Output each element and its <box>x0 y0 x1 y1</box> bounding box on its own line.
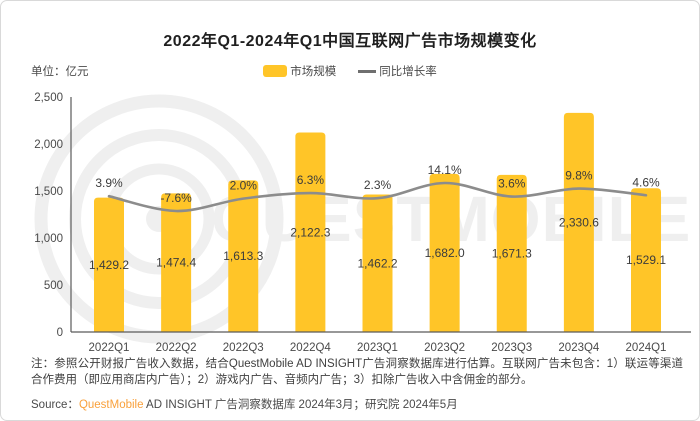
bar-2022Q1 <box>94 197 124 332</box>
bar-value-label-2022Q2: 1,474.4 <box>156 256 196 270</box>
bar-value-label-2023Q1: 1,462.2 <box>357 256 397 270</box>
y-tick-label-500: 500 <box>44 280 63 292</box>
x-tick-label-2022Q3: 2022Q3 <box>223 342 264 354</box>
bar-value-label-2022Q3: 1,613.3 <box>223 249 263 263</box>
legend-label-market-size: 市场规模 <box>290 66 337 78</box>
x-tick-label-2023Q1: 2023Q1 <box>357 342 398 354</box>
bar-2022Q2 <box>161 193 192 332</box>
growth-label-2022Q1: 3.9% <box>95 176 123 190</box>
bar-2023Q4 <box>563 112 594 332</box>
growth-label-2022Q2: -7.6% <box>160 191 192 205</box>
growth-label-2023Q2: 14.1% <box>428 163 462 177</box>
legend-item-market-size: 市场规模 <box>263 63 336 79</box>
growth-label-2022Q4: 6.3% <box>297 173 325 187</box>
y-tick-label-1,500: 1,500 <box>34 186 63 198</box>
bar-2022Q4 <box>295 132 326 332</box>
source-line: Source：QuestMobile AD INSIGHT 广告洞察数据库 20… <box>31 396 458 412</box>
bar-swatch-icon <box>263 65 288 77</box>
bar-value-label-2023Q2: 1,682.0 <box>425 246 465 260</box>
source-rest: AD INSIGHT 广告洞察数据库 2024年3月；研究院 2024年5月 <box>143 399 458 411</box>
y-tick-label-2,000: 2,000 <box>34 139 63 151</box>
line-swatch-icon <box>358 69 377 73</box>
bar-value-label-2023Q4: 2,330.6 <box>559 215 599 229</box>
x-tick-label-2022Q4: 2022Q4 <box>290 342 332 354</box>
x-tick-label-2023Q2: 2023Q2 <box>424 342 465 354</box>
footnote: 注：参照公开财报广告收入数据，结合QuestMobile AD INSIGHT广… <box>31 358 683 386</box>
y-tick-label-2,500: 2,500 <box>34 92 63 104</box>
growth-label-2023Q1: 2.3% <box>364 178 392 192</box>
unit-label: 单位：亿元 <box>31 66 89 78</box>
growth-rate-line <box>107 181 648 213</box>
bar-value-label-2024Q1: 1,529.1 <box>626 253 666 267</box>
growth-label-2022Q3: 2.0% <box>230 179 258 193</box>
bar-value-label-2022Q1: 1,429.2 <box>89 258 129 272</box>
bar-2024Q1 <box>631 188 661 332</box>
bar-2022Q3 <box>228 180 259 332</box>
growth-label-2024Q1: 4.6% <box>632 175 660 189</box>
growth-label-2023Q3: 3.6% <box>498 177 526 191</box>
bar-2023Q2 <box>429 173 460 332</box>
bar-2023Q3 <box>496 174 527 332</box>
legend-item-growth-rate: 同比增长率 <box>358 63 437 79</box>
bar-2023Q1 <box>362 194 393 332</box>
page-title: 2022年Q1-2024年Q1中国互联网广告市场规模变化 <box>163 33 537 50</box>
source-brand: QuestMobile <box>78 399 144 411</box>
bar-value-label-2023Q3: 1,671.3 <box>492 246 532 260</box>
y-tick-label-1,000: 1,000 <box>34 233 63 245</box>
legend-label-growth-rate: 同比增长率 <box>379 66 437 78</box>
x-tick-label-2022Q1: 2022Q1 <box>89 342 130 354</box>
x-tick-label-2023Q3: 2023Q3 <box>491 342 532 354</box>
x-tick-label-2022Q2: 2022Q2 <box>156 342 197 354</box>
watermark-logo-icon <box>34 94 284 344</box>
bar-value-label-2022Q4: 2,122.3 <box>290 225 330 239</box>
y-tick-label-0: 0 <box>57 327 63 339</box>
chart-legend: 市场规模 同比增长率 <box>1 63 699 79</box>
x-tick-label-2023Q4: 2023Q4 <box>558 342 600 354</box>
source-prefix: Source： <box>31 399 79 411</box>
x-tick-label-2024Q1: 2024Q1 <box>626 342 667 354</box>
growth-label-2023Q4: 9.8% <box>565 169 593 183</box>
